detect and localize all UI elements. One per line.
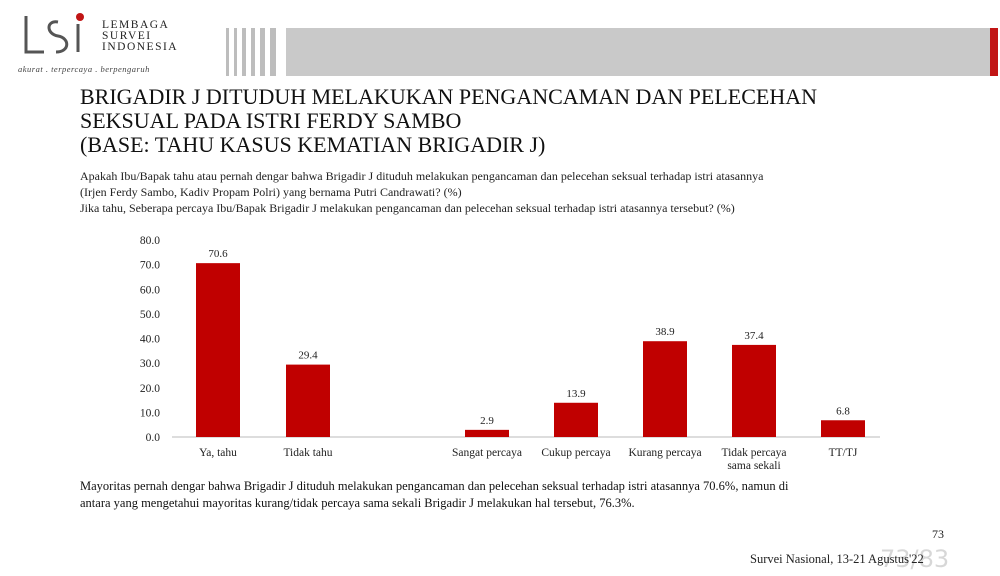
x-category-label: Ya, tahu — [199, 447, 237, 459]
bar-value-label: 70.6 — [208, 248, 228, 260]
y-tick-label: 10.0 — [140, 407, 160, 419]
logo-line-2: SURVEI — [102, 30, 152, 42]
logo-line-3: INDONESIA — [102, 41, 179, 53]
lsi-logo-mark — [24, 13, 84, 54]
y-tick-label: 0.0 — [146, 432, 161, 444]
x-category-label: Cukup percaya — [541, 447, 610, 459]
x-category-label: Sangat percaya — [452, 447, 522, 459]
title-line-2: SEKSUAL PADA ISTRI FERDY SAMBO — [80, 108, 462, 133]
logo-line-1: LEMBAGA — [102, 19, 170, 31]
logo-wordmark: LEMBAGA SURVEI INDONESIA — [102, 19, 179, 53]
title-line-3: (BASE: TAHU KASUS KEMATIAN BRIGADIR J) — [80, 132, 546, 157]
x-category-label: sama sekali — [727, 460, 780, 472]
bar-value-label: 13.9 — [566, 388, 586, 400]
question-1-line-1: Apakah Ibu/Bapak tahu atau pernah dengar… — [80, 169, 764, 183]
bar-value-label: 29.4 — [298, 350, 318, 362]
x-category-label: Tidak tahu — [283, 447, 332, 459]
bar — [465, 429, 509, 437]
bar — [286, 364, 330, 437]
y-tick-label: 30.0 — [140, 358, 160, 370]
lsi-logo: LEMBAGA SURVEI INDONESIA akurat . terper… — [18, 12, 208, 82]
y-tick-label: 80.0 — [140, 235, 160, 247]
y-tick-label: 60.0 — [140, 284, 160, 296]
survey-footer: Survei Nasional, 13-21 Agustus'22 — [750, 552, 924, 566]
summary-text: Mayoritas pernah dengar bahwa Brigadir J… — [80, 478, 950, 512]
y-tick-label: 50.0 — [140, 309, 160, 321]
bar — [554, 402, 598, 437]
y-tick-label: 20.0 — [140, 383, 160, 395]
bar — [732, 344, 776, 437]
question-1-line-2: (Irjen Ferdy Sambo, Kadiv Propam Polri) … — [80, 185, 462, 199]
question-2: Jika tahu, Seberapa percaya Ibu/Bapak Br… — [80, 201, 735, 215]
page-number: 73 — [932, 527, 944, 541]
logo-tagline: akurat . terpercaya . berpengaruh — [18, 64, 150, 74]
bar — [821, 420, 865, 437]
bar-value-label: 38.9 — [655, 326, 675, 338]
summary-line-1: Mayoritas pernah dengar bahwa Brigadir J… — [80, 479, 789, 493]
x-category-label: Kurang percaya — [628, 447, 701, 459]
bar-value-label: 2.9 — [480, 415, 494, 427]
page-counter-overlay: 73/83 — [880, 545, 950, 573]
y-tick-label: 70.0 — [140, 260, 160, 272]
survey-questions: Apakah Ibu/Bapak tahu atau pernah dengar… — [80, 168, 980, 216]
title-line-1: BRIGADIR J DITUDUH MELAKUKAN PENGANCAMAN… — [80, 84, 817, 109]
y-tick-label: 40.0 — [140, 334, 160, 346]
header-banner — [286, 28, 990, 76]
page-title: BRIGADIR J DITUDUH MELAKUKAN PENGANCAMAN… — [80, 85, 980, 157]
bar — [643, 341, 687, 437]
summary-line-2: antara yang mengetahui mayoritas kurang/… — [80, 496, 635, 510]
x-category-label: Tidak percaya — [721, 447, 786, 459]
decorative-stripes — [226, 28, 276, 76]
bar-value-label: 37.4 — [744, 330, 764, 342]
header-banner-accent — [990, 28, 998, 76]
bar — [196, 263, 240, 437]
x-category-label: TT/TJ — [829, 447, 858, 459]
bar-chart: 0.0 10.0 20.0 30.0 40.0 50.0 60.0 70.0 80.0 70.6 Y… — [140, 235, 880, 472]
bar-value-label: 6.8 — [836, 405, 850, 417]
